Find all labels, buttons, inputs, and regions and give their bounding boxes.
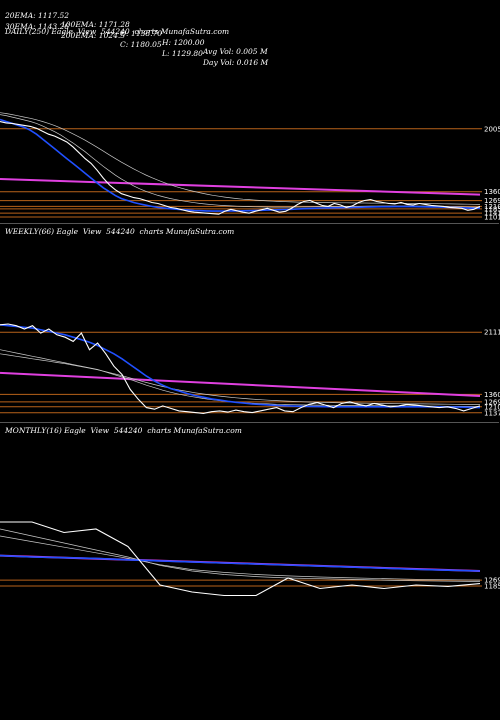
weekly-level-label: 1210 <box>484 403 500 411</box>
ema100-value: 100EMA: 1171.28 <box>61 20 130 29</box>
indicator-header-row2: 30EMA: 1143.26 200EMA: 1024.5 C: 1180.05… <box>5 13 268 67</box>
daily-level-label: 1269 <box>484 197 500 205</box>
day-vol-value: Day Vol: 0.016 M <box>203 58 269 67</box>
monthly-ema-slow-line <box>0 528 481 582</box>
avg-vol-value: Avg Vol: 0.005 M <box>203 47 268 56</box>
daily-trend-line <box>0 178 481 196</box>
weekly-ema-fast-line <box>0 324 481 409</box>
daily-level-label: 1360 <box>484 188 500 196</box>
weekly-level-label: 1360 <box>484 391 500 399</box>
daily-price-line <box>0 120 481 215</box>
daily-level-label: 1141 <box>484 210 500 218</box>
daily-panel-title: DAILY(250) Eagle View 544240 charts Muna… <box>5 27 230 36</box>
ema30-value: 30EMA: 1143.26 <box>5 22 70 31</box>
ema20-value: 20EMA: 1117.52 <box>5 11 70 20</box>
weekly-level-label: 1269 <box>484 398 500 406</box>
open-value: O: 1138.70 <box>120 29 163 38</box>
monthly-level-label: 1269 <box>484 577 500 585</box>
ema200-value: 200EMA: 1024.5 <box>61 31 126 40</box>
weekly-level-label: 1137 <box>484 409 500 417</box>
daily-level-label: 1210 <box>484 203 500 211</box>
weekly-ema-slow-line <box>0 353 481 405</box>
monthly-panel-title: MONTHLY(16) Eagle View 544240 charts Mun… <box>5 426 242 435</box>
weekly-trend-line <box>0 371 481 397</box>
monthly-level-label: 1185 <box>484 583 500 591</box>
weekly-panel-border <box>0 422 499 423</box>
weekly-level-label: 2111 <box>484 329 500 337</box>
daily-level-label: 2005 <box>484 125 500 133</box>
daily-panel-border <box>0 223 499 224</box>
monthly-ema-slow-line <box>0 535 481 581</box>
weekly-price-line <box>0 323 481 414</box>
monthly-ema-fast-line <box>0 554 481 572</box>
daily-ema-slow-line <box>0 112 481 205</box>
weekly-panel-title: WEEKLY(66) Eagle View 544240 charts Muna… <box>5 227 235 236</box>
low-value: L: 1129.80 <box>162 49 203 58</box>
indicator-header: 20EMA: 1117.52 100EMA: 1171.28 O: 1138.7… <box>5 2 268 56</box>
daily-ema-fast-line <box>0 118 480 212</box>
daily-level-label: 1185 <box>484 205 500 213</box>
close-value: C: 1180.05 <box>120 40 162 49</box>
daily-level-label: 1101 <box>484 214 500 222</box>
monthly-price-line <box>0 521 481 597</box>
high-value: H: 1200.00 <box>162 38 205 47</box>
